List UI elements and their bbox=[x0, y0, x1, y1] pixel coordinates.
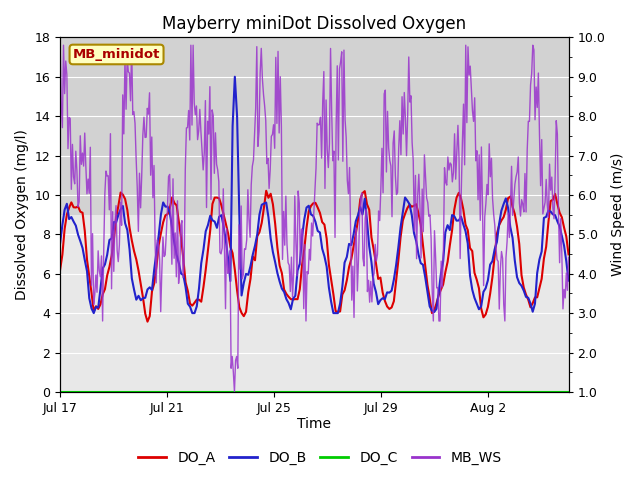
Title: Mayberry miniDot Dissolved Oxygen: Mayberry miniDot Dissolved Oxygen bbox=[163, 15, 467, 33]
Bar bbox=[60, 37, 568, 215]
Legend: DO_A, DO_B, DO_C, MB_WS: DO_A, DO_B, DO_C, MB_WS bbox=[133, 445, 507, 471]
Text: MB_minidot: MB_minidot bbox=[73, 48, 160, 61]
Y-axis label: Wind Speed (m/s): Wind Speed (m/s) bbox=[611, 153, 625, 276]
Bar bbox=[60, 215, 568, 392]
X-axis label: Time: Time bbox=[298, 418, 332, 432]
Y-axis label: Dissolved Oxygen (mg/l): Dissolved Oxygen (mg/l) bbox=[15, 129, 29, 300]
